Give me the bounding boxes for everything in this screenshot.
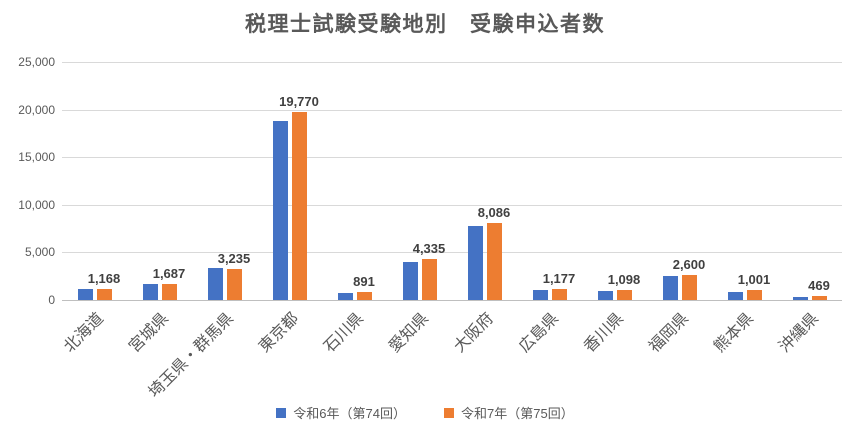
bar-reiwa6 bbox=[467, 226, 483, 300]
data-label: 1,168 bbox=[87, 270, 121, 286]
data-label: 19,770 bbox=[279, 93, 319, 109]
bar-reiwa7 bbox=[291, 111, 307, 300]
bar-reiwa6 bbox=[662, 275, 678, 300]
legend: 令和6年（第74回） 令和7年（第75回） bbox=[0, 403, 850, 422]
bar-reiwa7 bbox=[551, 288, 567, 300]
bar-reiwa7 bbox=[356, 291, 372, 300]
gridline bbox=[62, 157, 842, 159]
x-axis-label: 熊本県 bbox=[711, 310, 758, 356]
bar-reiwa6 bbox=[207, 268, 223, 300]
data-label: 8,086 bbox=[477, 205, 511, 221]
data-label: 891 bbox=[353, 273, 375, 289]
x-axis-line bbox=[62, 300, 842, 301]
x-axis-label: 石川県 bbox=[321, 310, 368, 356]
legend-label: 令和6年（第74回） bbox=[293, 406, 406, 421]
bar-reiwa7 bbox=[486, 223, 502, 300]
bar-reiwa6 bbox=[532, 289, 548, 300]
data-label: 1,098 bbox=[607, 271, 641, 287]
legend-item-reiwa6: 令和6年（第74回） bbox=[276, 403, 406, 422]
bar-reiwa6 bbox=[77, 288, 93, 300]
gridline bbox=[62, 252, 842, 254]
bar-reiwa6 bbox=[792, 297, 808, 300]
x-axis-label: 広島県 bbox=[516, 310, 563, 356]
data-label: 469 bbox=[808, 277, 830, 293]
chart-title: 税理士試験受験地別 受験申込者数 bbox=[245, 13, 605, 36]
y-axis-tick-label: 10,000 bbox=[18, 197, 55, 212]
bar-reiwa7 bbox=[161, 283, 177, 300]
data-label: 4,335 bbox=[412, 240, 446, 256]
bar-reiwa6 bbox=[272, 120, 288, 300]
bar-reiwa7 bbox=[681, 275, 697, 300]
data-label: 1,001 bbox=[737, 272, 771, 288]
data-label: 1,177 bbox=[542, 270, 576, 286]
bar-reiwa7 bbox=[421, 258, 437, 300]
gridline bbox=[62, 109, 842, 111]
bar-reiwa6 bbox=[142, 283, 158, 300]
legend-swatch-reiwa7 bbox=[444, 407, 454, 418]
x-axis-label: 宮城県 bbox=[126, 310, 173, 356]
x-axis-label: 大阪府 bbox=[451, 310, 498, 356]
bar-reiwa7 bbox=[746, 290, 762, 300]
x-axis-label: 東京都 bbox=[256, 310, 303, 356]
legend-swatch-reiwa6 bbox=[276, 407, 287, 418]
bar-reiwa6 bbox=[402, 262, 418, 300]
bar-reiwa6 bbox=[727, 291, 743, 300]
bar-reiwa7 bbox=[226, 269, 242, 300]
x-axis-label: 愛知県 bbox=[386, 310, 433, 356]
data-label: 1,687 bbox=[152, 265, 186, 281]
y-axis-tick-label: 20,000 bbox=[18, 102, 55, 117]
bar-reiwa7 bbox=[96, 288, 112, 300]
bar-reiwa6 bbox=[597, 291, 613, 300]
x-axis-label: 福岡県 bbox=[646, 310, 693, 356]
bar-reiwa7 bbox=[616, 289, 632, 300]
y-axis-tick-label: 15,000 bbox=[18, 150, 55, 165]
bar-reiwa6 bbox=[337, 292, 353, 300]
x-axis-label: 沖縄県 bbox=[776, 310, 823, 356]
legend-label: 令和7年（第75回） bbox=[461, 406, 574, 421]
data-label: 2,600 bbox=[672, 257, 706, 273]
gridline bbox=[62, 62, 842, 63]
data-label: 3,235 bbox=[217, 251, 251, 267]
x-axis-label: 香川県 bbox=[581, 310, 628, 356]
y-axis-tick-label: 5,000 bbox=[24, 245, 55, 260]
bar-reiwa7 bbox=[811, 295, 827, 300]
legend-item-reiwa7: 令和7年（第75回） bbox=[444, 403, 574, 422]
y-axis-tick-label: 25,000 bbox=[18, 55, 55, 69]
x-axis-label: 北海道 bbox=[61, 310, 108, 356]
y-axis-tick-label: 0 bbox=[48, 293, 55, 307]
gridline bbox=[62, 204, 842, 206]
